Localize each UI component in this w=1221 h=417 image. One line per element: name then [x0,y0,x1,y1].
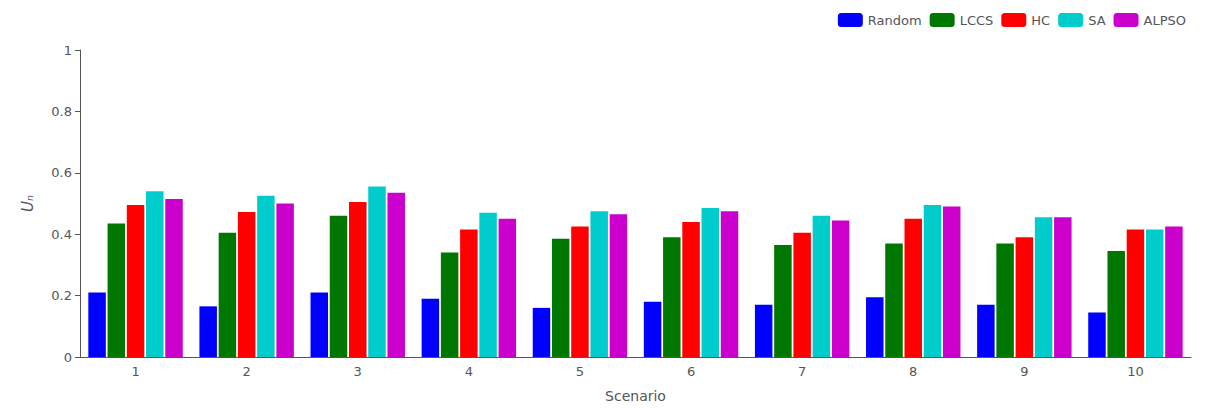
svg-text:0.8: 0.8 [51,104,72,119]
svg-text:LCCS: LCCS [960,13,994,28]
svg-text:5: 5 [576,364,584,379]
svg-text:3: 3 [354,364,362,379]
svg-text:0.4: 0.4 [51,227,72,242]
svg-text:0.2: 0.2 [51,288,72,303]
svg-text:8: 8 [909,364,917,379]
svg-text:0.6: 0.6 [51,165,72,180]
svg-text:1: 1 [131,364,139,379]
svg-text:HC: HC [1031,13,1050,28]
svg-text:7: 7 [798,364,806,379]
svg-text:4: 4 [465,364,473,379]
svg-text:0: 0 [64,350,72,365]
svg-text:1: 1 [64,43,72,58]
svg-text:6: 6 [687,364,695,379]
svg-text:9: 9 [1020,364,1028,379]
svg-text:Scenario: Scenario [605,388,666,404]
svg-text:Uₙ: Uₙ [19,195,37,212]
svg-text:SA: SA [1088,13,1105,28]
svg-text:ALPSO: ALPSO [1144,13,1186,28]
svg-text:2: 2 [243,364,251,379]
svg-text:10: 10 [1127,364,1144,379]
svg-text:Random: Random [868,13,922,28]
